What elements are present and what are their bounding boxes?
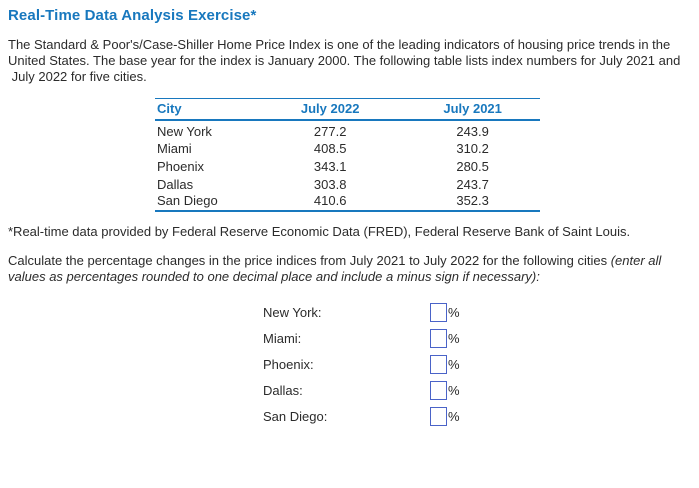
- page-title: Real-Time Data Analysis Exercise*: [8, 7, 257, 24]
- index-value-2022: 408.5: [313, 140, 347, 156]
- index-value-2021: 243.7: [456, 176, 489, 192]
- percent-sign: %: [448, 408, 460, 424]
- percentage-input-miami[interactable]: [430, 328, 447, 348]
- answer-label-miami: Miami:: [263, 330, 302, 346]
- intro-line: United States. The base year for the ind…: [8, 53, 681, 68]
- table-row: Phoenix 343.1 280.5: [155, 157, 540, 175]
- answer-label-dallas: Dallas:: [263, 382, 303, 398]
- index-value-2021: 352.3: [456, 193, 489, 208]
- index-value-2022: 277.2: [313, 124, 347, 139]
- table-row: Dallas 303.8 243.7: [155, 175, 540, 193]
- intro-line: July 2022 for five cities.: [8, 69, 147, 84]
- city-name: Dallas: [157, 176, 194, 192]
- column-header-city: City: [155, 98, 256, 121]
- data-source-footnote: *Real-time data provided by Federal Rese…: [8, 224, 631, 239]
- table-row: Miami 408.5 310.2: [155, 139, 540, 157]
- percent-sign: %: [448, 304, 460, 320]
- index-value-2021: 243.9: [456, 124, 489, 139]
- intro-line: The Standard & Poor's/Case-Shiller Home …: [8, 37, 671, 52]
- answer-label-phoenix: Phoenix:: [263, 356, 314, 372]
- answer-label-new-york: New York:: [263, 304, 322, 320]
- instructions-paragraph: Calculate the percentage changes in the …: [8, 253, 691, 285]
- index-value-2022: 303.8: [313, 176, 347, 192]
- table-header-row: City July 2022 July 2021: [155, 98, 540, 121]
- intro-paragraph: The Standard & Poor's/Case-Shiller Home …: [8, 37, 691, 85]
- percent-sign: %: [448, 356, 460, 372]
- instructions-italic-note: (enter all values as percentages rounded…: [8, 253, 662, 284]
- answer-row-dallas: Dallas: %: [263, 377, 691, 403]
- percentage-input-new-york[interactable]: [430, 302, 447, 322]
- answer-form: New York: % Miami: % Phoenix: % Dallas: …: [8, 299, 691, 429]
- table-row: New York 277.2 243.9: [155, 120, 540, 139]
- table-row: San Diego 410.6 352.3: [155, 193, 540, 211]
- city-name: Miami: [157, 140, 192, 156]
- index-value-2022: 410.6: [313, 193, 347, 208]
- city-name: New York: [157, 124, 212, 139]
- answer-label-san-diego: San Diego:: [263, 408, 328, 424]
- answer-row-san-diego: San Diego: %: [263, 403, 691, 429]
- index-value-2022: 343.1: [313, 158, 347, 174]
- index-value-2021: 310.2: [456, 140, 489, 156]
- answer-row-new-york: New York: %: [263, 299, 691, 325]
- percent-sign: %: [448, 330, 460, 346]
- column-header-july-2022: July 2022: [255, 98, 406, 121]
- percent-sign: %: [448, 382, 460, 398]
- instructions-text: Calculate the percentage changes in the …: [8, 253, 611, 268]
- price-index-table: City July 2022 July 2021 New York 277.2 …: [155, 98, 540, 212]
- percentage-input-san-diego[interactable]: [430, 406, 447, 426]
- percentage-input-dallas[interactable]: [430, 380, 447, 400]
- city-name: San Diego: [157, 193, 218, 208]
- answer-row-phoenix: Phoenix: %: [263, 351, 691, 377]
- percentage-input-phoenix[interactable]: [430, 354, 447, 374]
- answer-row-miami: Miami: %: [263, 325, 691, 351]
- column-header-july-2021: July 2021: [405, 98, 540, 121]
- index-value-2021: 280.5: [456, 158, 489, 174]
- city-name: Phoenix: [157, 158, 204, 174]
